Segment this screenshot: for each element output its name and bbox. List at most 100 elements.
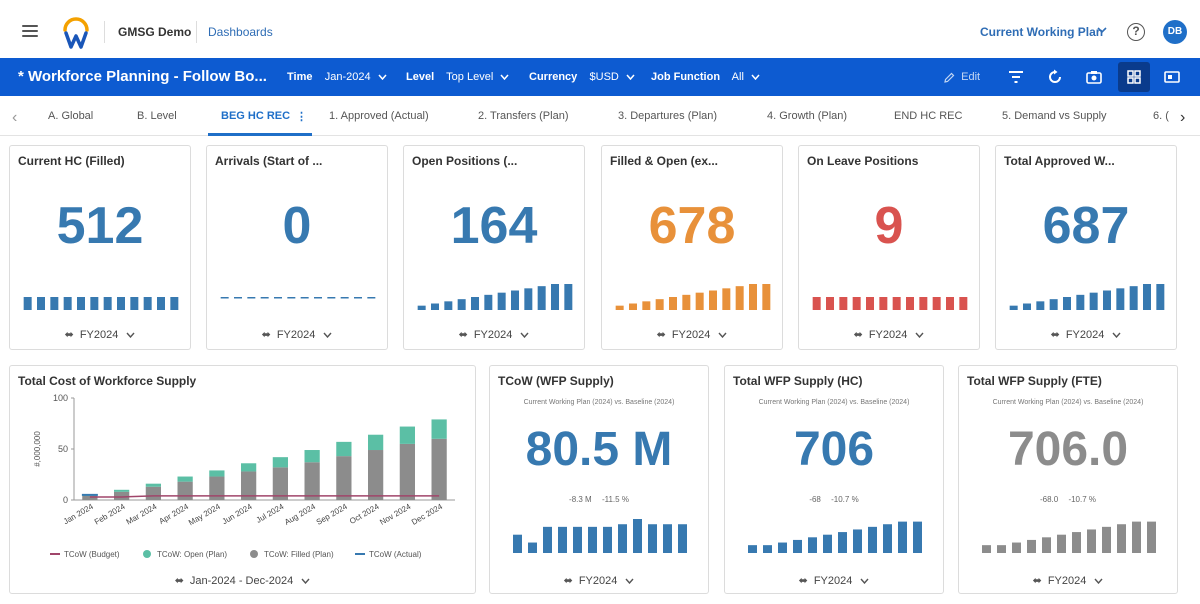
sparkline-bar [906, 297, 914, 310]
currency-filter[interactable]: Currency $USD [529, 71, 635, 83]
tab-beg-hc-rec[interactable]: BEG HC REC [221, 110, 291, 122]
kpi-card[interactable]: On Leave Positions 9 ⬌ FY2024 [798, 145, 980, 350]
supply-card[interactable]: Total WFP Supply (FTE) Current Working P… [958, 365, 1178, 594]
sparkline-bar [663, 524, 672, 553]
chevron-down-icon[interactable] [1097, 26, 1107, 34]
plan-selector[interactable]: Current Working Plan [980, 25, 1104, 39]
card-title: Current HC (Filled) [18, 154, 125, 168]
workday-logo-icon[interactable] [60, 16, 92, 50]
card-footer[interactable]: ⬌ FY2024 [10, 328, 190, 341]
sparkline-bar [130, 297, 139, 310]
card-footer[interactable]: ⬌ FY2024 [996, 328, 1176, 341]
sparkline-bar [762, 284, 771, 310]
delta-percent: -11.5 % [601, 495, 629, 504]
bar-open-plan [177, 476, 193, 482]
pin-icon: ⬌ [853, 329, 863, 341]
chevron-down-icon [301, 578, 310, 585]
delta-row: -68 -10.7 % [725, 495, 943, 504]
job-function-filter[interactable]: Job Function All [651, 71, 760, 83]
tab-level[interactable]: B. Level [137, 110, 177, 122]
card-title: Arrivals (Start of ... [215, 154, 323, 168]
tab-end-hc-rec[interactable]: END HC REC [894, 110, 963, 122]
dashboards-link[interactable]: Dashboards [208, 25, 273, 39]
sparkline-bar [1009, 305, 1018, 310]
line-tcow-budget [89, 495, 440, 498]
pin-icon: ⬌ [656, 329, 666, 341]
avatar[interactable]: DB [1163, 20, 1187, 44]
bar-filled-plan [399, 443, 415, 500]
period-label: FY2024 [79, 329, 119, 341]
tab-approved-actual[interactable]: 1. Approved (Actual) [329, 110, 429, 122]
dashboard-title: * Workforce Planning - Follow Bo... [18, 68, 267, 85]
camera-icon[interactable] [1086, 69, 1102, 85]
filter-icon[interactable] [1008, 69, 1024, 85]
pin-icon: ⬌ [1032, 575, 1042, 587]
menu-icon[interactable] [22, 25, 38, 37]
tab-next-partial[interactable]: 6. ( [1153, 110, 1169, 122]
card-title: On Leave Positions [807, 154, 919, 168]
x-tick-label: Mar 2024 [125, 502, 159, 527]
sparkline-bar [497, 292, 506, 310]
presentation-icon[interactable] [1164, 69, 1180, 85]
sparkline-bar [1036, 301, 1045, 310]
help-icon[interactable]: ? [1127, 23, 1145, 41]
tab-growth-plan[interactable]: 4. Growth (Plan) [767, 110, 848, 122]
refresh-icon[interactable] [1047, 69, 1063, 85]
sparkline-bar [103, 297, 112, 310]
supply-card[interactable]: TCoW (WFP Supply) Current Working Plan (… [489, 365, 709, 594]
bar-open-plan [209, 470, 225, 477]
kpi-card[interactable]: Total Approved W... 687 ⬌ FY2024 [995, 145, 1177, 350]
sparkline-bar [735, 286, 744, 310]
sparkline [615, 284, 771, 310]
sparkline-bar [234, 297, 242, 299]
card-footer[interactable]: ⬌ FY2024 [725, 574, 943, 587]
card-footer[interactable]: ⬌ FY2024 [602, 328, 782, 341]
edit-button[interactable]: Edit [944, 71, 980, 83]
pin-icon: ⬌ [64, 329, 74, 341]
tab-departures-plan[interactable]: 3. Departures (Plan) [618, 110, 718, 122]
kpi-card[interactable]: Open Positions (... 164 ⬌ FY2024 [403, 145, 585, 350]
tab-global[interactable]: A. Global [48, 110, 94, 122]
sparkline-bar [1117, 524, 1126, 553]
card-footer[interactable]: ⬌ FY2024 [490, 574, 708, 587]
time-filter[interactable]: Time Jan-2024 [287, 71, 387, 83]
tab-demand-vs-supply[interactable]: 5. Demand vs Supply [1002, 110, 1107, 122]
grid-view-button[interactable] [1118, 62, 1150, 92]
chevron-right-icon[interactable]: › [1180, 109, 1186, 126]
sparkline-bar [274, 297, 282, 299]
card-footer[interactable]: ⬌ FY2024 [404, 328, 584, 341]
sparkline-bar [143, 297, 152, 310]
bar-open-plan [399, 426, 415, 444]
card-title: Total WFP Supply (FTE) [967, 374, 1102, 388]
supply-card[interactable]: Total WFP Supply (HC) Current Working Pl… [724, 365, 944, 594]
x-tick-label: Jun 2024 [221, 502, 254, 527]
x-tick-label: Aug 2024 [283, 502, 318, 527]
sparkline-bar [117, 297, 125, 310]
period-label: FY2024 [1065, 329, 1105, 341]
y-tick-label: 0 [63, 495, 68, 505]
pin-icon: ⬌ [798, 575, 808, 587]
sparkline-bar [558, 526, 567, 553]
sparkline-bar [537, 286, 546, 310]
level-filter[interactable]: Level Top Level [406, 71, 509, 83]
card-footer[interactable]: ⬌ FY2024 [799, 328, 979, 341]
kebab-menu-icon[interactable]: ⋮ [296, 111, 307, 123]
sparkline-bar [1116, 288, 1125, 310]
divider [104, 21, 105, 43]
sparkline-bar [37, 297, 45, 310]
pin-icon: ⬌ [174, 575, 184, 587]
card-title: Total WFP Supply (HC) [733, 374, 863, 388]
kpi-card[interactable]: Filled & Open (ex... 678 ⬌ FY2024 [601, 145, 783, 350]
bar-open-plan [304, 450, 320, 463]
card-footer[interactable]: ⬌ FY2024 [207, 328, 387, 341]
kpi-card[interactable]: Current HC (Filled) 512 ⬌ FY2024 [9, 145, 191, 350]
sparkline-bar [879, 297, 888, 310]
tab-transfers-plan[interactable]: 2. Transfers (Plan) [478, 110, 569, 122]
x-tick-label: Oct 2024 [348, 502, 381, 526]
kpi-card[interactable]: Arrivals (Start of ... 0 ⬌ FY2024 [206, 145, 388, 350]
sparkline-bar [1143, 284, 1151, 310]
card-footer[interactable]: ⬌ FY2024 [959, 574, 1177, 587]
chevron-left-icon[interactable]: ‹ [12, 109, 18, 126]
card-footer[interactable]: ⬌ Jan-2024 - Dec-2024 [10, 574, 475, 587]
